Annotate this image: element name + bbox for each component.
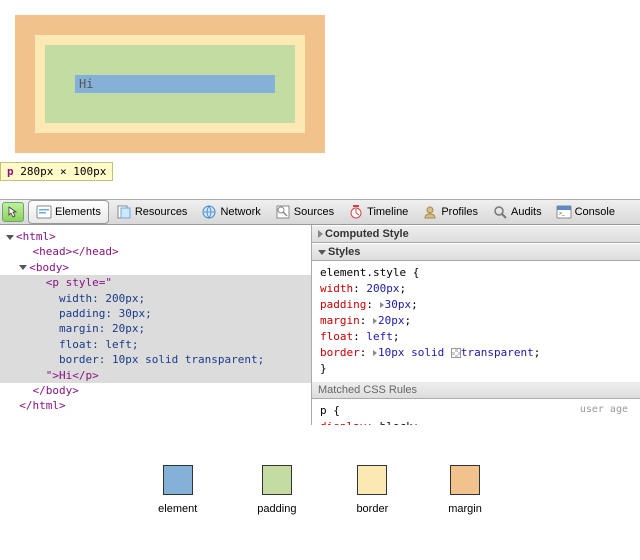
legend-element: element bbox=[158, 465, 197, 515]
tab-audits-label: Audits bbox=[511, 206, 542, 218]
selector-element-style: element.style { bbox=[320, 265, 632, 281]
prop-margin[interactable]: margin bbox=[320, 314, 360, 327]
tab-audits[interactable]: Audits bbox=[485, 201, 549, 223]
swatch-element bbox=[163, 465, 193, 495]
inspect-button[interactable] bbox=[2, 202, 24, 222]
prop-float[interactable]: float bbox=[320, 330, 353, 343]
profiles-icon bbox=[422, 204, 438, 220]
tab-resources-label: Resources bbox=[135, 206, 188, 218]
dom-selected-p[interactable]: <p style=" bbox=[0, 275, 311, 290]
dom-style-padding: padding: 30px; bbox=[59, 307, 152, 320]
network-icon bbox=[201, 204, 217, 220]
dom-p-close: ">Hi</p> bbox=[46, 369, 99, 382]
resources-icon bbox=[116, 204, 132, 220]
prop-border[interactable]: border bbox=[320, 346, 360, 359]
tab-sources-label: Sources bbox=[294, 206, 334, 218]
prop-width[interactable]: width bbox=[320, 282, 353, 295]
swatch-padding bbox=[262, 465, 292, 495]
tooltip-dims: 280px × 100px bbox=[20, 165, 106, 178]
cursor-icon bbox=[8, 206, 18, 218]
dom-style-float: float: left; bbox=[59, 338, 138, 351]
matched-rules-header[interactable]: Matched CSS Rules bbox=[312, 381, 640, 399]
timeline-icon bbox=[348, 204, 364, 220]
dom-body-close[interactable]: </body> bbox=[33, 384, 79, 397]
user-agent-label: user age bbox=[580, 403, 632, 418]
tab-profiles[interactable]: Profiles bbox=[415, 201, 485, 223]
tab-elements[interactable]: Elements bbox=[28, 200, 109, 224]
dimension-tooltip: p 280px × 100px bbox=[0, 162, 113, 181]
elements-panel[interactable]: <html> <head></head> <body> <p style=" w… bbox=[0, 225, 312, 425]
box-model-visualization: Hi bbox=[0, 0, 320, 160]
triangle-right-icon bbox=[318, 230, 323, 238]
tab-timeline[interactable]: Timeline bbox=[341, 201, 415, 223]
triangle-down-icon bbox=[318, 250, 326, 255]
svg-text:>_: >_ bbox=[559, 211, 565, 217]
devtools-toolbar: Elements Resources Network Sources Timel… bbox=[0, 199, 640, 225]
dom-html-close[interactable]: </html> bbox=[19, 399, 65, 412]
padding-box: Hi bbox=[45, 45, 295, 123]
tooltip-tag: p bbox=[7, 165, 14, 178]
brace-close: } bbox=[320, 361, 632, 377]
swatch-margin bbox=[450, 465, 480, 495]
prop-display[interactable]: display bbox=[320, 420, 366, 426]
dom-tree[interactable]: <html> <head></head> <body> <p style=" w… bbox=[0, 225, 311, 418]
element-style-block[interactable]: element.style { width: 200px; padding: 3… bbox=[312, 261, 640, 381]
tab-console-label: Console bbox=[575, 206, 615, 218]
dom-body-open[interactable]: <body> bbox=[29, 261, 69, 274]
dom-style-margin: margin: 20px; bbox=[59, 322, 145, 335]
styles-header[interactable]: Styles bbox=[312, 243, 640, 261]
sources-icon bbox=[275, 204, 291, 220]
tab-resources[interactable]: Resources bbox=[109, 201, 195, 223]
box-model-legend: element padding border margin bbox=[0, 465, 640, 535]
console-icon: >_ bbox=[556, 204, 572, 220]
legend-border: border bbox=[356, 465, 388, 515]
dom-html-open[interactable]: <html> bbox=[16, 230, 56, 243]
swatch-border bbox=[357, 465, 387, 495]
color-swatch-icon[interactable] bbox=[451, 348, 461, 358]
tab-console[interactable]: >_ Console bbox=[549, 201, 622, 223]
tab-sources[interactable]: Sources bbox=[268, 201, 341, 223]
tab-elements-label: Elements bbox=[55, 206, 101, 218]
ua-style-block[interactable]: user age p { display: block; -webkit-mar… bbox=[312, 399, 640, 425]
border-box: Hi bbox=[35, 35, 305, 133]
tab-profiles-label: Profiles bbox=[441, 206, 478, 218]
prop-padding[interactable]: padding bbox=[320, 298, 366, 311]
margin-box: Hi bbox=[15, 15, 325, 153]
devtools-panels: <html> <head></head> <body> <p style=" w… bbox=[0, 225, 640, 425]
tab-network-label: Network bbox=[220, 206, 260, 218]
computed-style-header[interactable]: Computed Style bbox=[312, 225, 640, 243]
dom-head[interactable]: <head></head> bbox=[33, 245, 119, 258]
legend-padding: padding bbox=[257, 465, 296, 515]
styles-panel: Computed Style Styles element.style { wi… bbox=[312, 225, 640, 425]
dom-style-width: width: 200px; bbox=[59, 292, 145, 305]
tab-timeline-label: Timeline bbox=[367, 206, 408, 218]
audits-icon bbox=[492, 204, 508, 220]
content-box: Hi bbox=[75, 75, 275, 93]
elements-icon bbox=[36, 204, 52, 220]
tab-network[interactable]: Network bbox=[194, 201, 267, 223]
dom-style-border: border: 10px solid transparent; bbox=[59, 353, 264, 366]
legend-margin: margin bbox=[448, 465, 482, 515]
